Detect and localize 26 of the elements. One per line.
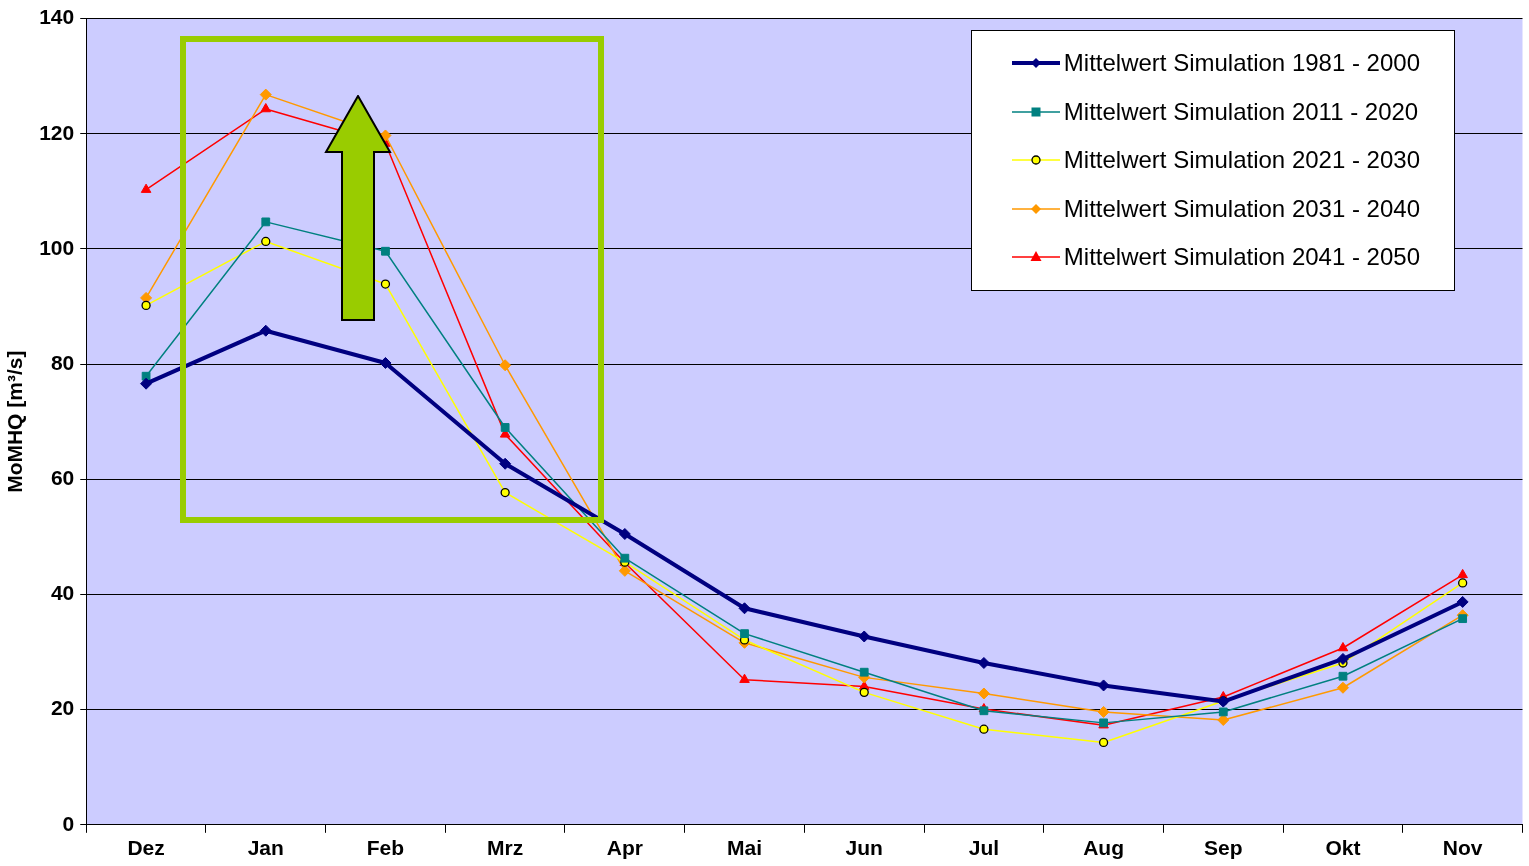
x-tick-label: Feb	[366, 836, 405, 860]
legend-label: Mittelwert Simulation 1981 - 2000	[1063, 49, 1420, 78]
x-tick-label: Jul	[968, 836, 1000, 860]
y-axis-title: MoMHQ [m³/s]	[3, 350, 27, 493]
y-tick-label: 100	[39, 235, 75, 259]
y-tick-label: 80	[50, 350, 75, 374]
legend-label: Mittelwert Simulation 2031 - 2040	[1063, 194, 1420, 223]
y-tick-label: 120	[39, 120, 75, 144]
x-tick-label: Sep	[1204, 836, 1243, 860]
y-tick-label: 140	[39, 5, 75, 29]
y-tick-label: 60	[50, 466, 75, 490]
y-tick-label: 0	[62, 811, 75, 835]
x-tick-label: Okt	[1325, 836, 1361, 860]
x-tick-label: Dez	[127, 836, 165, 860]
x-tick-label: Mai	[727, 836, 763, 860]
x-tick-label: Nov	[1442, 836, 1483, 860]
y-tick-label: 20	[50, 696, 75, 720]
x-tick-label: Jun	[845, 836, 883, 860]
x-tick-label: Mrz	[487, 836, 524, 860]
legend-label: Mittelwert Simulation 2041 - 2050	[1063, 243, 1420, 272]
x-tick-label: Jan	[247, 836, 284, 860]
y-tick-label: 40	[50, 581, 75, 605]
x-tick-label: Aug	[1083, 836, 1124, 860]
x-tick-label: Apr	[606, 836, 643, 860]
legend-label: Mittelwert Simulation 2011 - 2020	[1063, 97, 1419, 126]
legend-label: Mittelwert Simulation 2021 - 2030	[1063, 146, 1420, 175]
